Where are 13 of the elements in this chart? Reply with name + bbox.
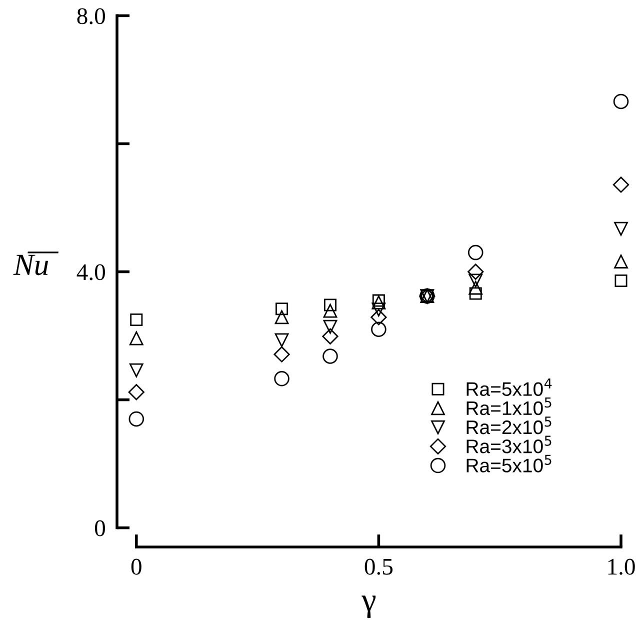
y-tick-label: 4.0 (76, 264, 105, 280)
legend-label: Ra=2x10$^{5}$ (466, 416, 552, 434)
y-tick-label: 8.0 (77, 8, 105, 24)
y-tick-label: 0 (94, 520, 105, 536)
legend-label: Ra=3x10$^{5}$ (466, 436, 552, 454)
legend-label: Ra=5x10$^{5}$ (466, 454, 552, 472)
y-axis-title: N̅u̅ (13, 252, 59, 276)
x-tick-label: 0.5 (364, 558, 393, 575)
legend-label: Ra=5x10$^{4}$ (466, 378, 552, 396)
legend-label: Ra=1x10$^{5}$ (466, 398, 552, 416)
x-tick-label: 1.0 (608, 558, 635, 575)
x-axis-title: γ (362, 596, 376, 618)
x-tick-label: 0 (131, 558, 142, 575)
